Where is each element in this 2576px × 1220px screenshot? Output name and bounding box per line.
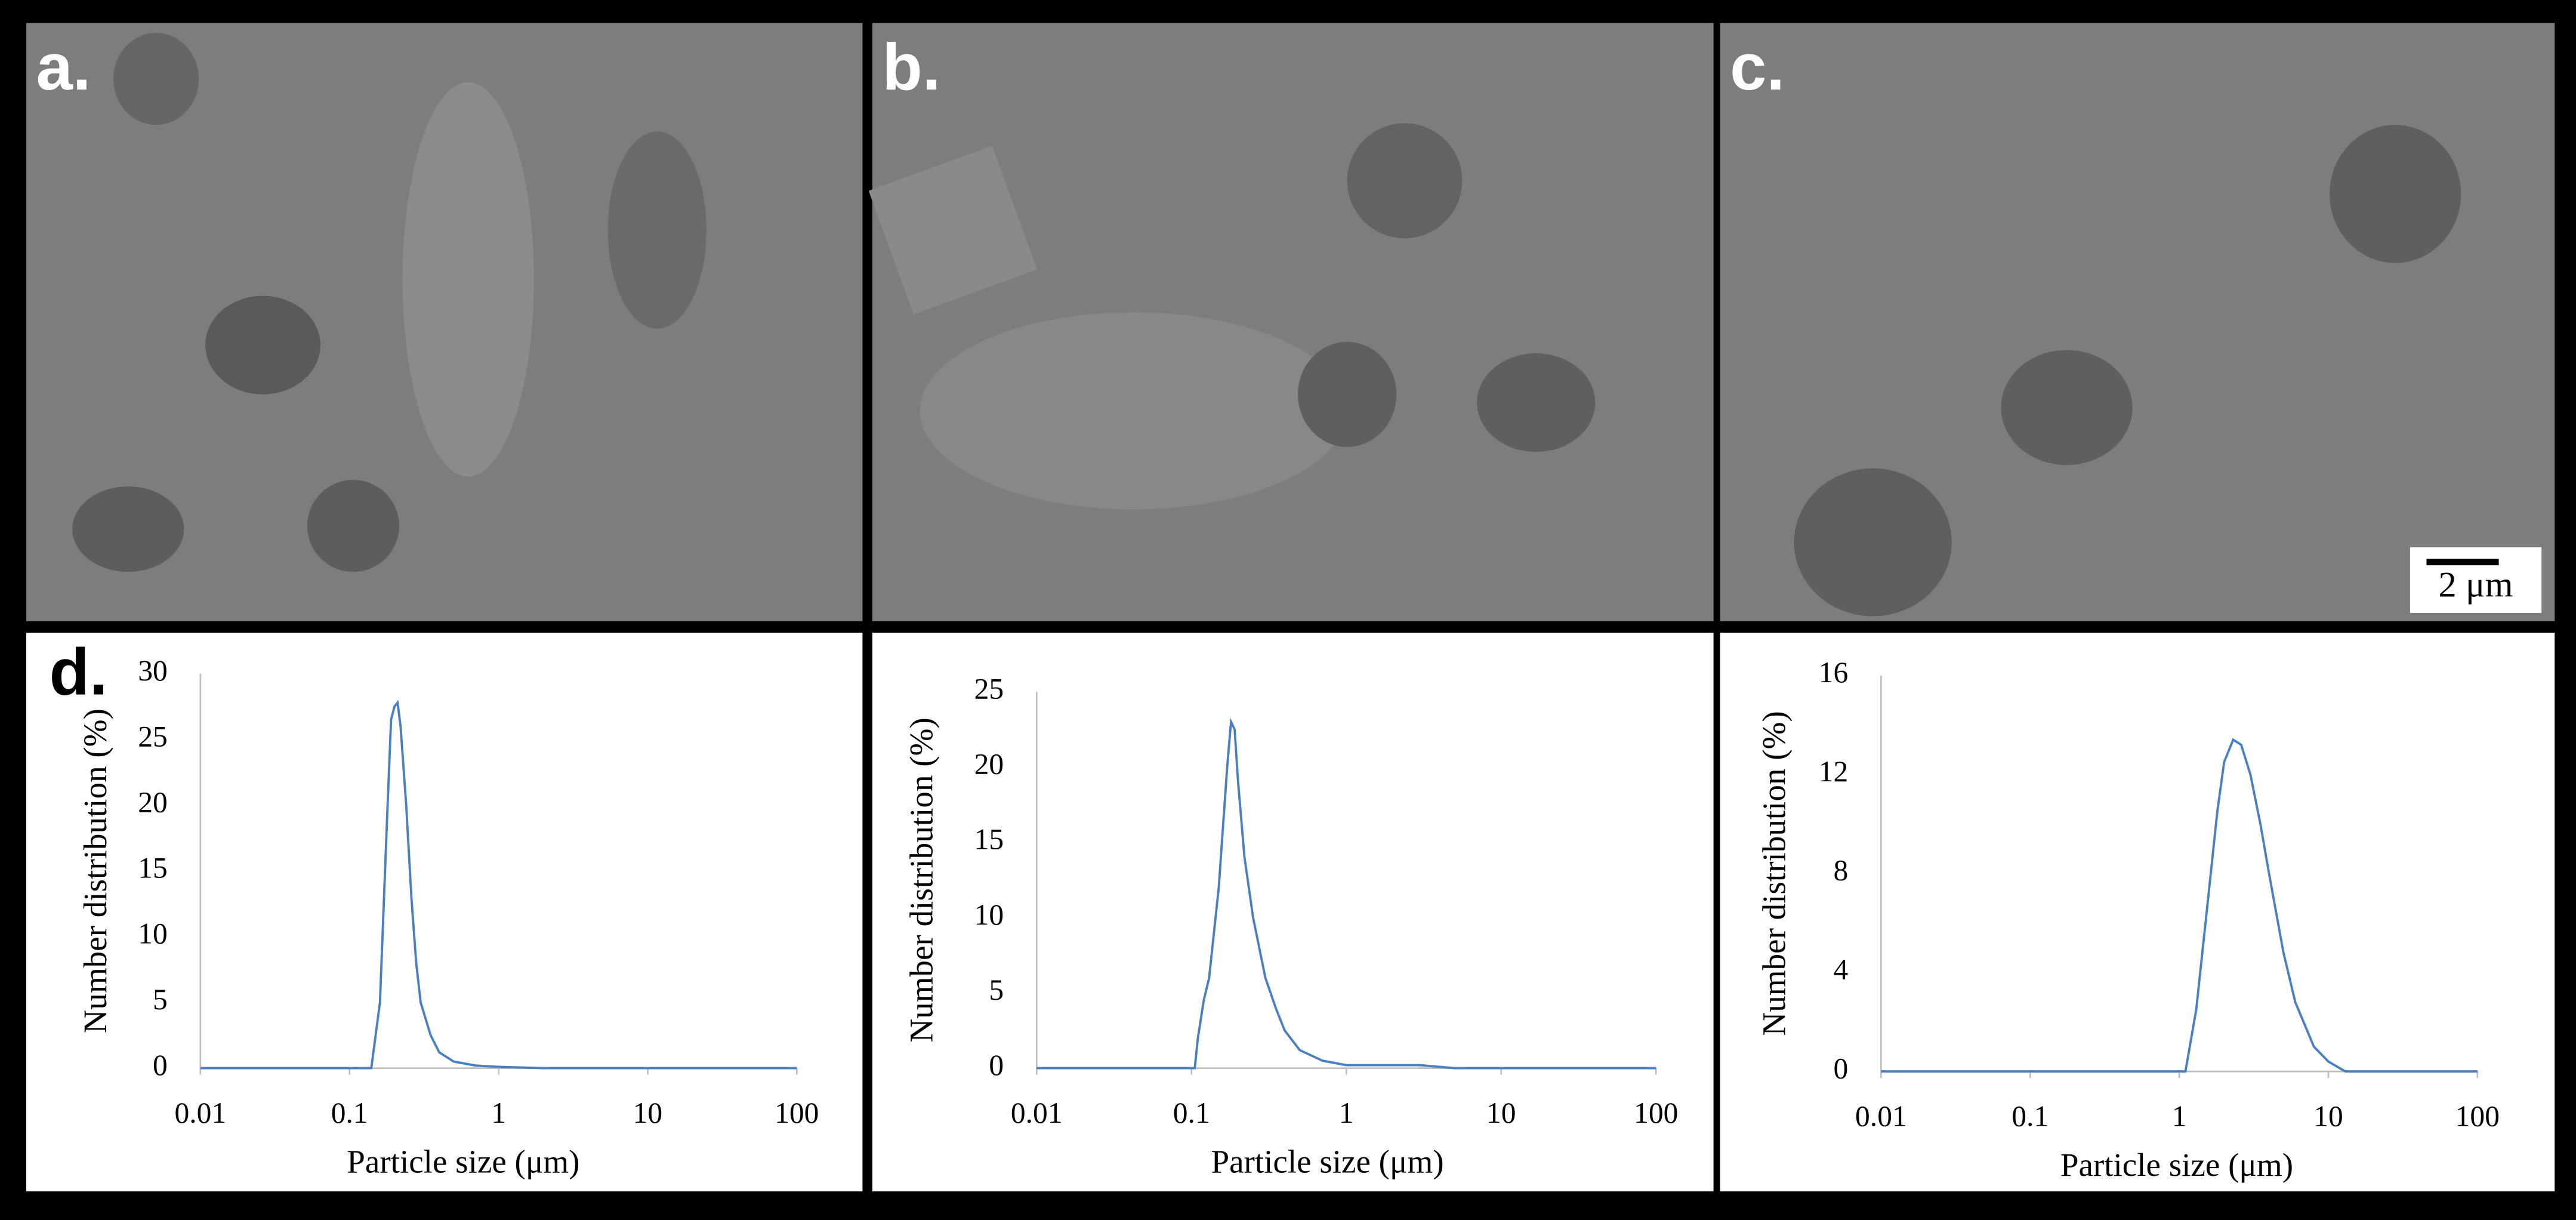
y-tick-label: 5: [153, 983, 168, 1016]
y-tick-label: 15: [974, 823, 1004, 856]
x-tick-label: 1: [491, 1096, 506, 1129]
line-series: [200, 700, 797, 1070]
x-tick-label: 0.01: [175, 1096, 227, 1129]
panel-label: d.: [50, 635, 108, 708]
x-axis-label: Particle size (μm): [347, 1144, 579, 1180]
x-tick-label: 10: [1486, 1096, 1516, 1129]
y-tick-label: 10: [138, 917, 168, 950]
sem-image-c: [1720, 23, 2555, 621]
y-tick-label: 8: [1834, 854, 1849, 887]
y-axis-label: Number distribution (%): [903, 717, 940, 1042]
line-series: [1036, 717, 1656, 1070]
chart-panel: [872, 632, 1714, 1192]
x-tick-label: 0.1: [2012, 1099, 2049, 1132]
y-tick-label: 20: [974, 748, 1004, 781]
y-tick-label: 15: [138, 852, 168, 885]
panel-label: b.: [882, 30, 940, 104]
scale-bar-label: 2 μm: [2439, 565, 2513, 605]
chart-panel: [1720, 632, 2555, 1192]
y-tick-label: 25: [974, 672, 1004, 705]
line-series: [1881, 738, 2478, 1073]
x-tick-label: 0.1: [1173, 1096, 1210, 1129]
chart-panel: [26, 632, 863, 1192]
x-tick-label: 100: [1634, 1096, 1678, 1129]
y-axis-label: Number distribution (%): [1756, 711, 1793, 1036]
sem-image-b: [868, 23, 1714, 621]
x-axis-label: Particle size (μm): [2060, 1147, 2293, 1183]
x-axis-label: Particle size (μm): [1211, 1144, 1443, 1180]
x-tick-label: 0.1: [331, 1096, 368, 1129]
y-tick-label: 30: [138, 654, 168, 687]
y-tick-label: 10: [974, 898, 1004, 931]
x-tick-label: 0.01: [1011, 1096, 1063, 1129]
y-tick-label: 16: [1819, 656, 1849, 689]
panel-label: c.: [1730, 30, 1785, 104]
x-tick-label: 1: [1339, 1096, 1354, 1129]
y-axis-label: Number distribution (%): [77, 708, 113, 1033]
x-tick-label: 0.01: [1855, 1099, 1907, 1132]
sem-image-a: [26, 23, 863, 621]
x-tick-label: 100: [2455, 1099, 2500, 1132]
y-tick-label: 25: [138, 720, 168, 753]
y-tick-label: 12: [1819, 755, 1849, 788]
x-tick-label: 10: [2313, 1099, 2343, 1132]
y-tick-label: 20: [138, 785, 168, 818]
y-tick-label: 0: [1834, 1052, 1849, 1085]
x-tick-label: 10: [633, 1096, 663, 1129]
y-tick-label: 0: [153, 1049, 168, 1082]
y-tick-label: 5: [989, 973, 1004, 1006]
panel-label: a.: [36, 30, 91, 104]
y-tick-label: 4: [1834, 953, 1849, 986]
x-tick-label: 1: [2172, 1099, 2187, 1132]
x-tick-label: 100: [775, 1096, 819, 1129]
y-tick-label: 0: [989, 1049, 1004, 1082]
